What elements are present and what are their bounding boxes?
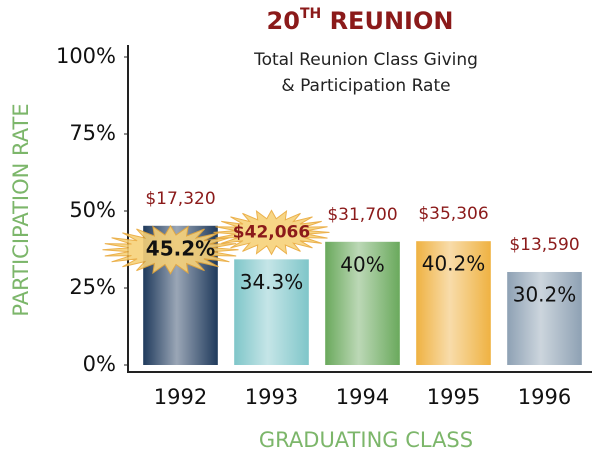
- giving-label: $17,320: [145, 189, 215, 209]
- subtitle: & Participation Rate: [281, 76, 450, 96]
- value-label: 30.2%: [513, 282, 577, 306]
- starburst: [102, 224, 239, 275]
- giving-label: $13,590: [509, 235, 579, 255]
- title-number: 20: [267, 7, 300, 35]
- title-suffix: TH: [300, 6, 321, 22]
- giving-label: $42,066: [233, 222, 310, 242]
- x-tick-label: 1993: [245, 385, 298, 409]
- title-text: REUNION: [321, 7, 453, 35]
- y-axis-title: PARTICIPATION RATE: [9, 103, 33, 316]
- x-tick-label: 1994: [336, 385, 389, 409]
- starburst: [213, 209, 330, 256]
- subtitle: Total Reunion Class Giving: [253, 50, 478, 70]
- bar: [234, 259, 309, 365]
- bar: [416, 241, 491, 365]
- value-label: 45.2%: [146, 236, 215, 260]
- giving-label: $35,306: [418, 204, 488, 224]
- x-tick-label: 1992: [154, 385, 207, 409]
- giving-label: $31,700: [327, 205, 397, 225]
- x-tick-label: 1995: [427, 385, 480, 409]
- y-tick-label: 0%: [83, 352, 116, 376]
- x-tick-label: 1996: [518, 385, 571, 409]
- y-tick-label: 25%: [69, 275, 116, 299]
- y-tick-label: 50%: [69, 198, 116, 222]
- chart-title: 20TH REUNION: [267, 6, 454, 35]
- bar: [325, 241, 400, 365]
- value-label: 40.2%: [422, 252, 486, 276]
- value-label: 34.3%: [240, 270, 304, 294]
- value-label: 40%: [340, 252, 384, 276]
- x-axis-title: GRADUATING CLASS: [259, 428, 473, 452]
- y-tick-label: 100%: [56, 44, 116, 68]
- y-tick-label: 75%: [69, 121, 116, 145]
- bar: [507, 271, 582, 365]
